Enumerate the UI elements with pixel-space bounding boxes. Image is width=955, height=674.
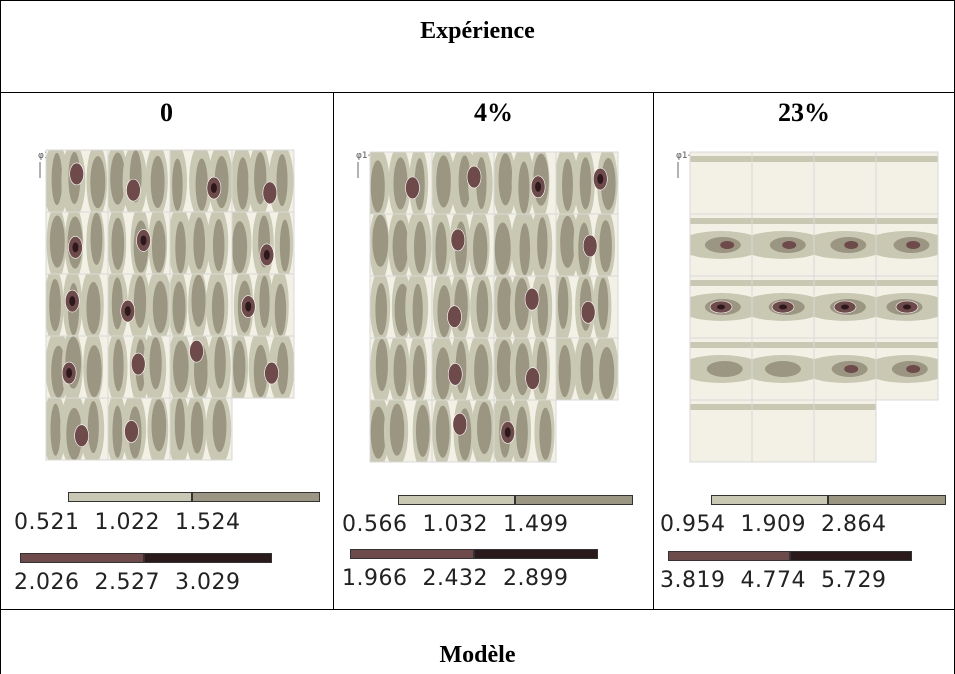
pole-figure-section (45, 335, 109, 399)
legend-swatch-level2 (192, 492, 320, 502)
pole-figure-section (813, 275, 877, 339)
pole-figure-section (45, 273, 109, 337)
pole-figure-panel-0: φ1→ (38, 149, 295, 461)
pole-figure-section (875, 213, 939, 277)
column-title-0: 0 (160, 98, 173, 127)
column-divider-2 (653, 92, 654, 609)
pole-figure-section (169, 335, 233, 399)
legend-row2-label-1: 1.966 2.432 2.899 (342, 566, 569, 591)
pole-figure-section (875, 337, 939, 401)
pole-figure-section (169, 273, 233, 337)
table-border-top (0, 0, 955, 1)
pole-figure-section (107, 211, 171, 275)
pole-figure-section (875, 151, 939, 215)
pole-figure-section (431, 213, 495, 277)
column-title-1: 4% (474, 98, 513, 127)
pole-figure-section (107, 149, 171, 213)
pole-figure-section (231, 335, 295, 399)
pole-figure-section (493, 151, 557, 215)
pole-figure-section (45, 211, 109, 275)
pole-figure-section (369, 399, 433, 463)
table-border-left (0, 0, 1, 674)
legend-row2-label-0: 2.026 2.527 3.029 (14, 570, 241, 595)
legend-swatch-level1 (68, 492, 192, 502)
pole-figure-section (689, 275, 753, 339)
pole-figure-section (45, 397, 109, 461)
pole-figure-section (689, 151, 753, 215)
legend-swatch-level1 (398, 495, 515, 505)
pole-figure-section (555, 151, 619, 215)
pole-figure-section (431, 337, 495, 401)
pole-figure-section (751, 275, 815, 339)
pole-figure-section (169, 211, 233, 275)
pole-figure-section (369, 151, 433, 215)
pole-figure-panel-1: φ1→ (356, 151, 619, 463)
pole-figure-panel-2: φ1→ (676, 151, 939, 463)
pole-figure-section (231, 273, 295, 337)
pole-figure-section (555, 213, 619, 277)
pole-figure-section (431, 151, 495, 215)
column-title-2: 23% (778, 98, 830, 127)
pole-figure-section (751, 337, 815, 401)
pole-figure-section (369, 213, 433, 277)
pole-figure-section (369, 337, 433, 401)
legend-row1-label-0: 0.521 1.022 1.524 (14, 510, 241, 535)
phi1-axis-label: φ1→ (356, 151, 376, 161)
pole-figure-section (751, 399, 815, 463)
legend-swatch-level3 (350, 549, 474, 559)
legend-swatch-level4 (144, 553, 272, 563)
pole-figure-section (107, 335, 171, 399)
pole-figure-section (231, 149, 295, 213)
pole-figure-section (493, 275, 557, 339)
pole-figure-section (169, 397, 233, 461)
table-divider-header (0, 92, 955, 93)
pole-figure-section (431, 399, 495, 463)
pole-figure-section (751, 213, 815, 277)
footer-title: Modèle (439, 642, 516, 668)
pole-figure-section (107, 273, 171, 337)
pole-figure-section (875, 275, 939, 339)
pole-figure-section (689, 399, 753, 463)
phi1-axis-label: φ1→ (676, 151, 696, 161)
legend-row1-label-2: 0.954 1.909 2.864 (660, 512, 887, 537)
pole-figure-section (231, 211, 295, 275)
pole-figure-section (555, 337, 619, 401)
legend-swatch-level3 (20, 553, 144, 563)
pole-figure-section (45, 149, 109, 213)
legend-swatch-level2 (515, 495, 633, 505)
legend-swatch-level4 (790, 551, 912, 561)
pole-figure-section (813, 213, 877, 277)
column-divider-1 (333, 92, 334, 609)
pole-figure-section (555, 275, 619, 339)
pole-figure-section (431, 275, 495, 339)
pole-figure-section (689, 337, 753, 401)
legend-swatch-level1 (711, 495, 828, 505)
legend-row1-label-1: 0.566 1.032 1.499 (342, 512, 569, 537)
pole-figure-section (107, 397, 171, 461)
legend-swatch-level3 (668, 551, 790, 561)
pole-figure-section (169, 149, 233, 213)
pole-figure-section (751, 151, 815, 215)
legend-swatch-level2 (828, 495, 946, 505)
legend-swatch-level4 (474, 549, 598, 559)
table-divider-footer (0, 609, 955, 610)
header-title: Expérience (420, 18, 535, 44)
pole-figure-section (493, 337, 557, 401)
pole-figure-section (813, 399, 877, 463)
pole-figure-section (813, 337, 877, 401)
pole-figure-section (813, 151, 877, 215)
pole-figure-section (369, 275, 433, 339)
pole-figure-section (493, 399, 557, 463)
pole-figure-section (493, 213, 557, 277)
legend-row2-label-2: 3.819 4.774 5.729 (660, 568, 887, 593)
pole-figure-section (689, 213, 753, 277)
